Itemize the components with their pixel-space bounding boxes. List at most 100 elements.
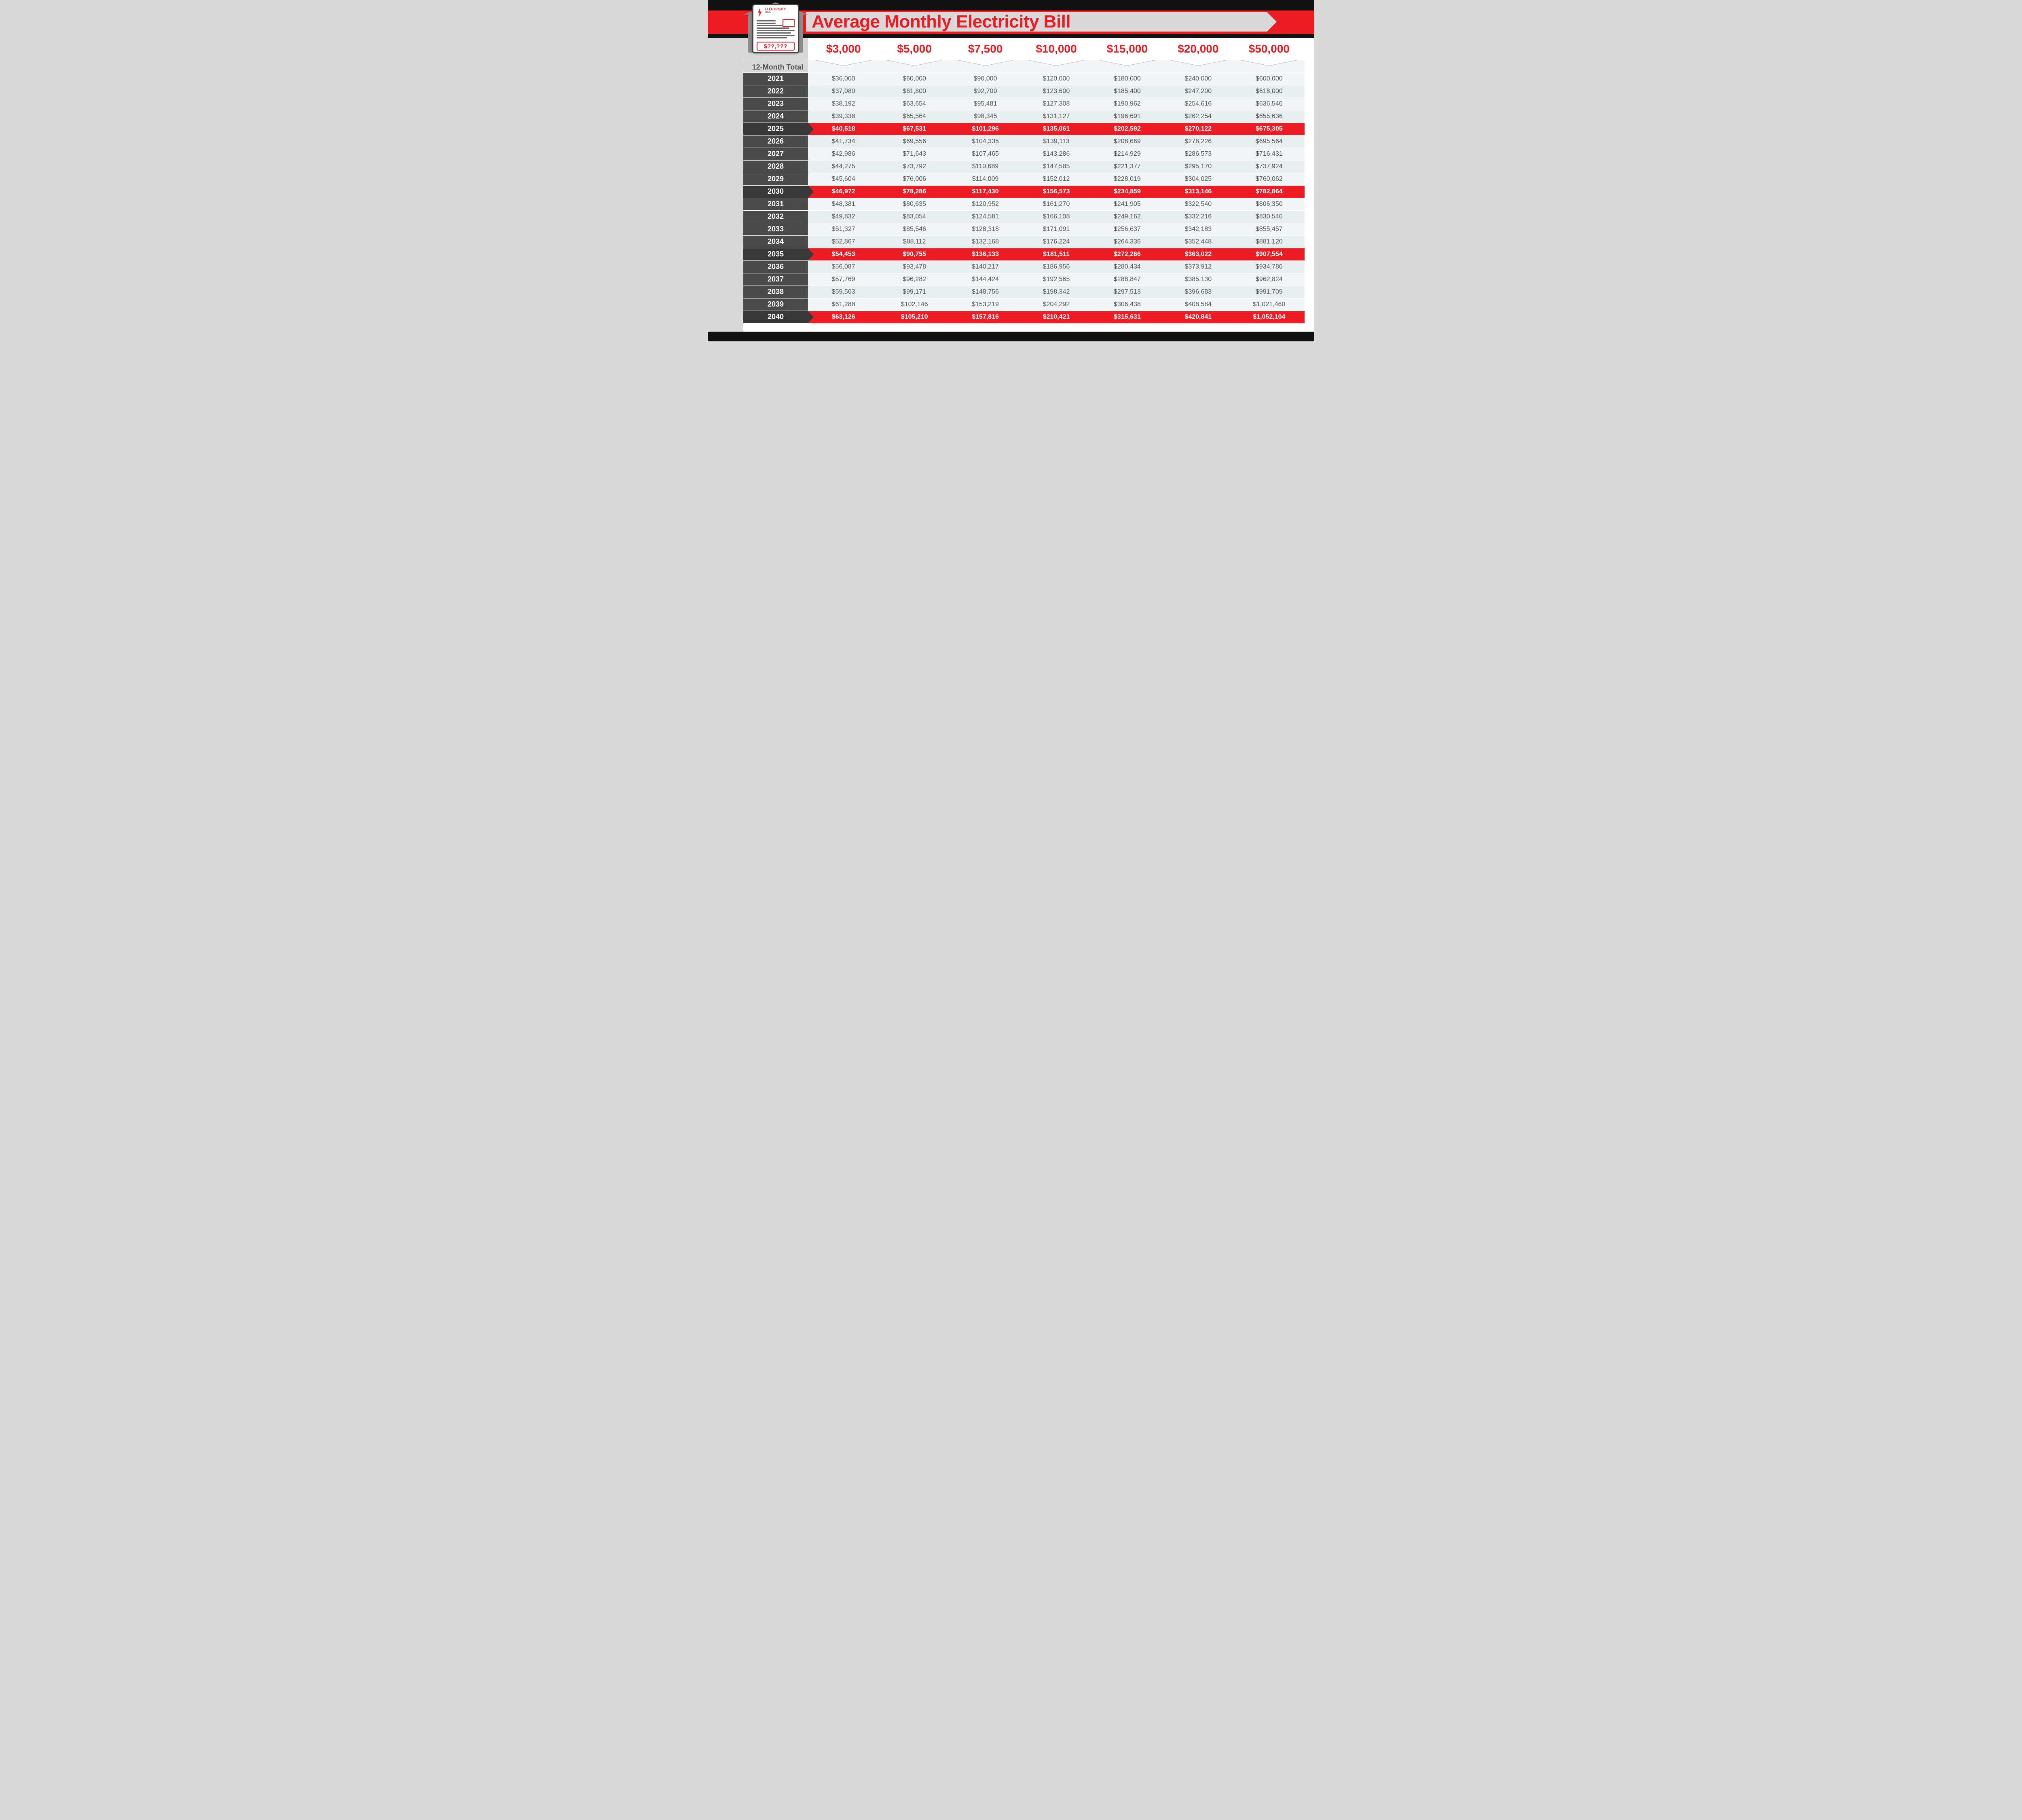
value-cell: $420,841 <box>1163 311 1233 323</box>
value-cell: $99,171 <box>879 286 950 298</box>
value-cell: $185,400 <box>1092 85 1163 97</box>
value-cell: $204,292 <box>1021 298 1091 311</box>
value-cell: $104,335 <box>950 135 1021 148</box>
value-cell: $105,210 <box>879 311 950 323</box>
value-cell: $45,604 <box>808 173 879 185</box>
year-cell: 2031 <box>743 198 808 210</box>
value-cell: $152,012 <box>1021 173 1091 185</box>
value-cell: $148,756 <box>950 286 1021 298</box>
value-cell: $69,556 <box>879 135 950 148</box>
value-cell: $210,421 <box>1021 311 1091 323</box>
value-cell: $63,654 <box>879 97 950 110</box>
value-cell: $270,122 <box>1163 123 1233 135</box>
col-header: $10,000 <box>1021 38 1091 60</box>
value-cell: $52,867 <box>808 235 879 248</box>
value-cell: $49,832 <box>808 210 879 223</box>
value-cell: $51,327 <box>808 223 879 235</box>
value-cell: $143,286 <box>1021 148 1091 160</box>
year-cell: 2034 <box>743 235 808 248</box>
table-row: 2024$39,338$65,564$98,345$131,127$196,69… <box>743 110 1305 123</box>
value-cell: $78,286 <box>879 185 950 198</box>
table-row: 2035$54,453$90,755$136,133$181,511$272,2… <box>743 248 1305 260</box>
value-cell: $39,338 <box>808 110 879 123</box>
value-cell: $132,168 <box>950 235 1021 248</box>
bill-total-placeholder: $??,??? <box>757 42 795 51</box>
value-cell: $114,009 <box>950 173 1021 185</box>
value-cell: $57,769 <box>808 273 879 286</box>
value-cell: $208,669 <box>1092 135 1163 148</box>
year-cell: 2025 <box>743 123 808 135</box>
value-cell: $247,200 <box>1163 85 1233 97</box>
table-row: 2036$56,087$93,478$140,217$186,956$280,4… <box>743 260 1305 273</box>
value-cell: $101,296 <box>950 123 1021 135</box>
year-cell: 2036 <box>743 260 808 273</box>
value-cell: $228,019 <box>1092 173 1163 185</box>
projection-table-wrap: $3,000 $5,000 $7,500 $10,000 $15,000 $20… <box>743 38 1305 332</box>
value-cell: $618,000 <box>1234 85 1305 97</box>
table-row: 2032$49,832$83,054$124,581$166,108$249,1… <box>743 210 1305 223</box>
value-cell: $95,481 <box>950 97 1021 110</box>
value-cell: $48,381 <box>808 198 879 210</box>
year-cell: 2038 <box>743 286 808 298</box>
value-cell: $202,592 <box>1092 123 1163 135</box>
value-cell: $313,146 <box>1163 185 1233 198</box>
value-cell: $63,126 <box>808 311 879 323</box>
value-cell: $73,792 <box>879 160 950 173</box>
table-row: 2027$42,986$71,643$107,465$143,286$214,9… <box>743 148 1305 160</box>
table-row: 2038$59,503$99,171$148,756$198,342$297,5… <box>743 286 1305 298</box>
value-cell: $322,540 <box>1163 198 1233 210</box>
bottom-bar-dark <box>708 332 1314 341</box>
value-cell: $192,565 <box>1021 273 1091 286</box>
table-row: 2029$45,604$76,006$114,009$152,012$228,0… <box>743 173 1305 185</box>
value-cell: $830,540 <box>1234 210 1305 223</box>
value-cell: $342,183 <box>1163 223 1233 235</box>
value-cell: $98,345 <box>950 110 1021 123</box>
value-cell: $600,000 <box>1234 72 1305 85</box>
value-cell: $92,700 <box>950 85 1021 97</box>
value-cell: $636,540 <box>1234 97 1305 110</box>
projection-table: $3,000 $5,000 $7,500 $10,000 $15,000 $20… <box>743 38 1305 324</box>
value-cell: $249,162 <box>1092 210 1163 223</box>
value-cell: $120,952 <box>950 198 1021 210</box>
value-cell: $161,270 <box>1021 198 1091 210</box>
value-cell: $127,308 <box>1021 97 1091 110</box>
value-cell: $332,216 <box>1163 210 1233 223</box>
value-cell: $96,282 <box>879 273 950 286</box>
value-cell: $76,006 <box>879 173 950 185</box>
value-cell: $675,305 <box>1234 123 1305 135</box>
value-cell: $241,905 <box>1092 198 1163 210</box>
value-cell: $363,022 <box>1163 248 1233 260</box>
value-cell: $90,755 <box>879 248 950 260</box>
value-cell: $1,052,104 <box>1234 311 1305 323</box>
year-cell: 2021 <box>743 72 808 85</box>
table-row: 2023$38,192$63,654$95,481$127,308$190,96… <box>743 97 1305 110</box>
table-row: 2022$37,080$61,800$92,700$123,600$185,40… <box>743 85 1305 97</box>
row-header-label-row: 12-Month Total <box>743 60 1305 72</box>
value-cell: $54,453 <box>808 248 879 260</box>
value-cell: $396,683 <box>1163 286 1233 298</box>
value-cell: $186,956 <box>1021 260 1091 273</box>
col-header: $3,000 <box>808 38 879 60</box>
value-cell: $962,824 <box>1234 273 1305 286</box>
year-cell: 2033 <box>743 223 808 235</box>
value-cell: $153,219 <box>950 298 1021 311</box>
value-cell: $65,564 <box>879 110 950 123</box>
column-header-row: $3,000 $5,000 $7,500 $10,000 $15,000 $20… <box>743 38 1305 60</box>
value-cell: $46,972 <box>808 185 879 198</box>
col-header: $50,000 <box>1234 38 1305 60</box>
value-cell: $855,457 <box>1234 223 1305 235</box>
value-cell: $135,061 <box>1021 123 1091 135</box>
value-cell: $695,564 <box>1234 135 1305 148</box>
value-cell: $90,000 <box>950 72 1021 85</box>
value-cell: $85,546 <box>879 223 950 235</box>
value-cell: $60,000 <box>879 72 950 85</box>
row-header-label: 12-Month Total <box>743 60 808 72</box>
year-cell: 2037 <box>743 273 808 286</box>
value-cell: $124,581 <box>950 210 1021 223</box>
year-cell: 2032 <box>743 210 808 223</box>
table-row: 2033$51,327$85,546$128,318$171,091$256,6… <box>743 223 1305 235</box>
year-cell: 2028 <box>743 160 808 173</box>
value-cell: $196,691 <box>1092 110 1163 123</box>
value-cell: $737,924 <box>1234 160 1305 173</box>
value-cell: $262,254 <box>1163 110 1233 123</box>
